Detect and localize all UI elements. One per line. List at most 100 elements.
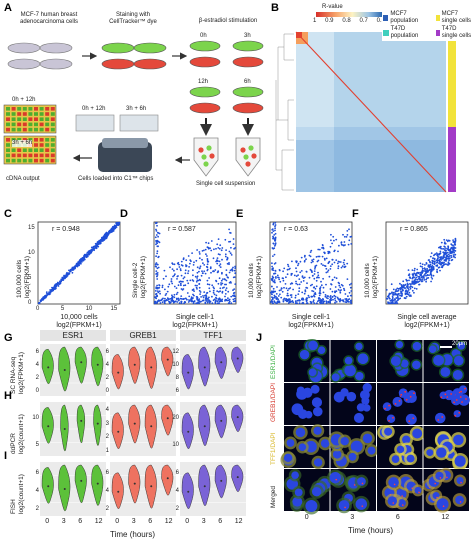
nucleus — [396, 445, 405, 454]
scatter-point — [397, 297, 399, 299]
scatter-point — [216, 257, 219, 259]
scatter-point — [215, 260, 217, 263]
grid-well — [22, 148, 27, 152]
scatter-point — [411, 281, 414, 284]
grid-well — [34, 122, 38, 127]
violin-median — [80, 361, 83, 364]
scatter-point — [297, 274, 299, 276]
nucleus — [356, 403, 366, 412]
scatter-point — [105, 237, 107, 240]
scatter-point — [205, 241, 207, 244]
scatter-point — [427, 277, 430, 279]
violin-y-tick: 10 — [32, 415, 39, 422]
nucleus — [311, 487, 322, 497]
grid-well — [6, 138, 10, 142]
scatter-point — [186, 279, 189, 282]
scatter-point — [164, 294, 167, 296]
scatter-point — [200, 274, 203, 277]
scatter-point — [274, 227, 276, 230]
grid-well — [50, 107, 55, 111]
scatter-point — [274, 232, 277, 235]
scatter-point — [157, 245, 159, 248]
scatter-point — [273, 263, 276, 265]
scatter-point — [211, 295, 213, 298]
nucleus — [392, 396, 403, 407]
scatter-point — [161, 301, 164, 304]
scatter-point — [282, 300, 285, 303]
r-value-text: r = 0.948 — [52, 226, 80, 234]
scatter-point — [333, 250, 336, 253]
scatter-point — [315, 264, 318, 267]
violin-y-unit: log2(FPKM+1) — [18, 351, 25, 394]
grid-well — [17, 117, 22, 121]
scatter-point — [443, 256, 446, 258]
scatter-point — [270, 299, 273, 302]
scatter-point — [408, 291, 411, 294]
scatter-point — [426, 267, 428, 270]
scatter-point — [431, 261, 434, 264]
scatter-point — [447, 245, 449, 248]
scatter-point — [162, 297, 164, 300]
scatter-point — [230, 246, 232, 249]
scatter-point — [273, 253, 276, 256]
scatter-point — [317, 255, 320, 258]
scatter-point — [90, 246, 93, 249]
scatter-point — [156, 278, 159, 280]
r-value-colorbar — [316, 12, 382, 17]
scatter-point — [309, 284, 312, 287]
grid-well — [39, 122, 44, 127]
scatter-point — [395, 293, 398, 296]
x-tick: 15 — [110, 306, 118, 312]
j-tick: 3 — [350, 514, 355, 521]
scatter-point — [115, 225, 117, 228]
nucleus — [283, 453, 293, 463]
scatter-point — [214, 269, 217, 271]
scatter-point — [304, 290, 307, 293]
nucleus — [398, 388, 408, 398]
scatter-point — [347, 295, 349, 298]
violin-x-tick: 0 — [115, 518, 120, 525]
scatter-point — [158, 286, 161, 289]
scatter-point — [94, 242, 97, 245]
panel-j-label: J — [256, 332, 263, 344]
scatter-point — [396, 302, 399, 305]
scatter-point — [199, 279, 202, 282]
gene-title: ESR1 — [40, 330, 106, 341]
scatter-point — [328, 261, 330, 264]
scatter-point — [192, 300, 195, 303]
scatter-point — [155, 234, 158, 236]
violin-y-tick: 2 — [175, 505, 179, 512]
scatter-point — [344, 293, 347, 295]
scatter-point — [273, 300, 276, 302]
violin-x-tick: 12 — [234, 518, 243, 525]
scatter-point — [192, 280, 195, 282]
scatter-point — [179, 282, 182, 285]
violin-median — [166, 477, 169, 480]
violin-median — [203, 485, 206, 488]
y-tick: 5 — [28, 275, 32, 282]
scatter-point — [319, 300, 322, 303]
scatter-point — [346, 299, 349, 302]
scatter-point — [386, 295, 389, 298]
scatter-point — [204, 297, 207, 300]
y-axis-label: 10,000 cells — [248, 263, 255, 298]
scatter-point — [156, 284, 158, 287]
scatter-point — [423, 277, 425, 279]
scatter-point — [211, 302, 214, 305]
scatter-point — [335, 238, 338, 241]
scatter-point — [327, 300, 330, 303]
violin-median — [166, 358, 169, 361]
violin-y-tick: 10 — [172, 442, 179, 449]
scatter-point — [221, 287, 224, 289]
scatter-point — [272, 255, 274, 257]
scatter-point — [83, 258, 86, 261]
scatter-point — [433, 263, 436, 266]
scatter-point — [396, 294, 399, 297]
scatter-point — [313, 277, 316, 280]
violin-x-tick: 6 — [148, 518, 153, 525]
scatter-point — [212, 289, 215, 292]
nucleus — [348, 452, 357, 461]
scatter-point — [443, 248, 445, 250]
scatter-point — [316, 300, 319, 303]
scatter-point — [343, 235, 346, 238]
